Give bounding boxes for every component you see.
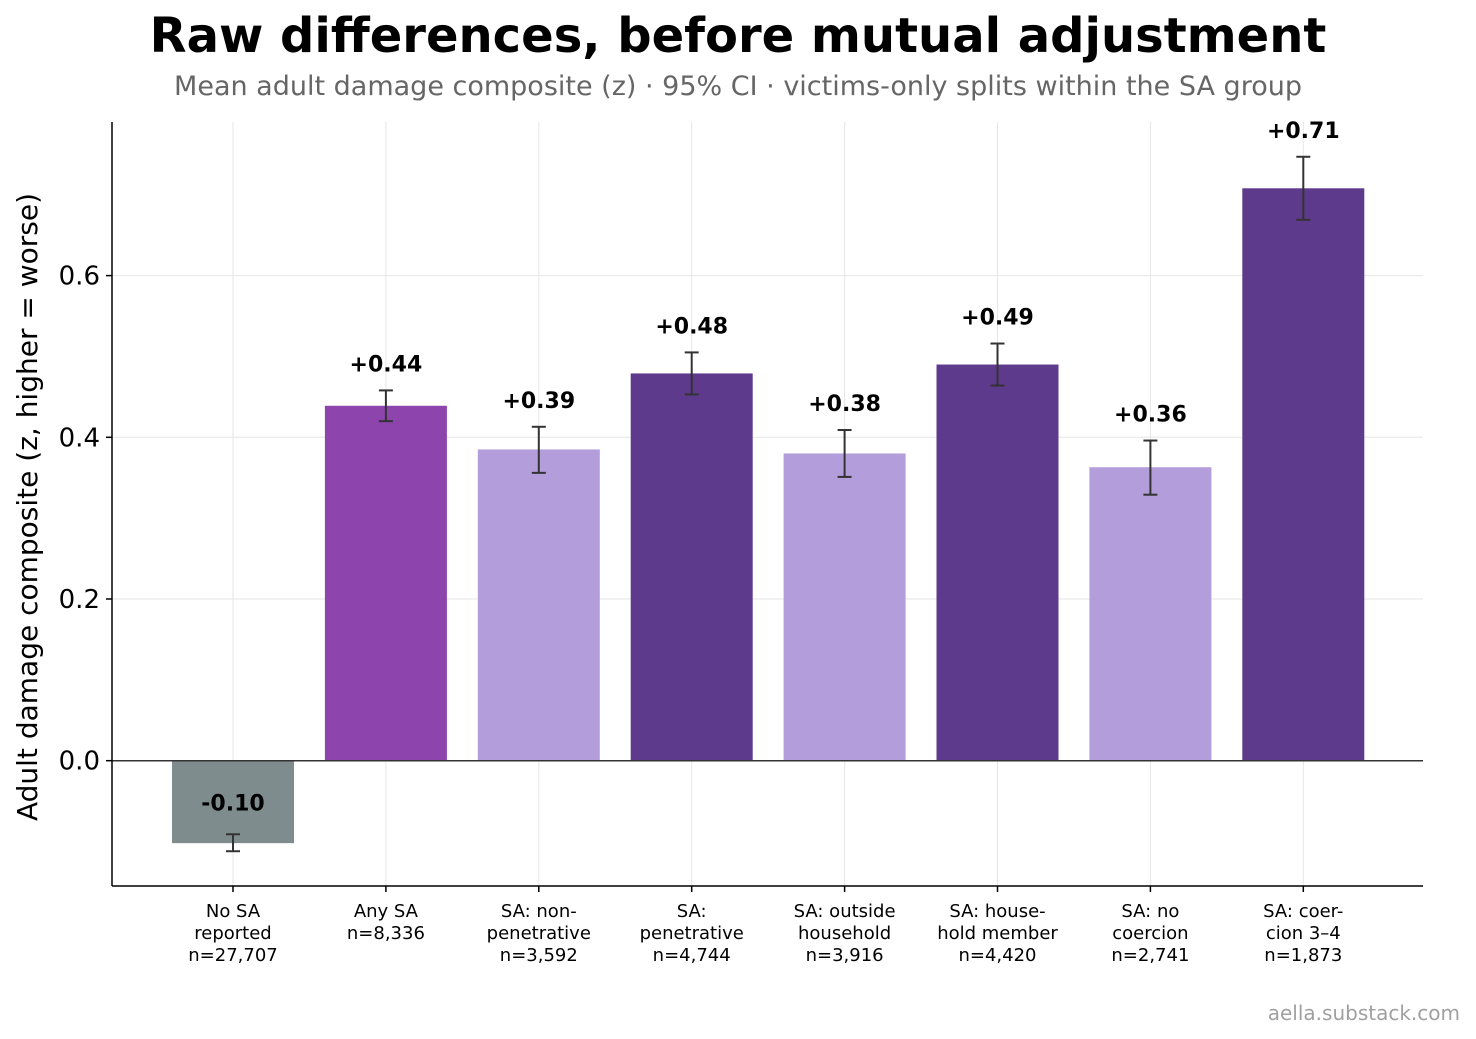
data-label: +0.71 (1267, 119, 1340, 144)
x-tick-label-line: SA: coer- (1263, 901, 1343, 922)
y-axis-label: Adult damage composite (z, higher = wors… (11, 193, 44, 821)
y-tick-label: 0.2 (59, 585, 100, 615)
y-tick-label: 0.0 (59, 747, 100, 777)
x-tick-label-line: n=4,744 (653, 945, 731, 966)
x-tick-label: SA: outside household n=3,916 (794, 901, 896, 966)
x-tick-label-line: n=4,420 (958, 945, 1036, 966)
x-tick-label: SA: non-penetrative n=3,592 (487, 901, 591, 966)
x-tick-label-line: penetrative (487, 923, 591, 944)
x-tick-label-line: No SA (206, 901, 261, 922)
x-tick-label-line: n=27,707 (188, 945, 277, 966)
x-tick-label-line: hold member (937, 923, 1058, 944)
x-tick-label-line: n=3,592 (500, 945, 578, 966)
x-tick-label-line: n=1,873 (1264, 945, 1342, 966)
x-tick-label: Any SA n=8,336 (347, 901, 425, 944)
x-tick-label: SA: no coercion n=2,741 (1111, 901, 1189, 966)
y-tick-label: 0.6 (59, 262, 100, 292)
x-tick-label-line: cion 3–4 (1266, 923, 1341, 944)
bar (172, 760, 294, 844)
x-tick-label: No SA reported n=27,707 (188, 901, 277, 966)
data-label: +0.38 (808, 392, 881, 417)
x-tick-label-line: SA: non- (501, 901, 577, 922)
x-tick-label-line: penetrative (640, 923, 744, 944)
x-tick-label-line: SA: house- (949, 901, 1045, 922)
x-tick-label-line: SA: no (1121, 901, 1179, 922)
bar (1242, 188, 1365, 761)
bar (324, 405, 447, 761)
data-label: +0.49 (961, 306, 1034, 331)
bar (783, 453, 906, 761)
x-tick-label-line: n=8,336 (347, 923, 425, 944)
chart-subtitle: Mean adult damage composite (z) · 95% CI… (174, 71, 1302, 102)
data-label: -0.10 (201, 792, 264, 817)
data-label: +0.36 (1114, 403, 1187, 428)
x-tick-label-line: n=2,741 (1111, 945, 1189, 966)
x-tick-label-line: SA: (677, 901, 707, 922)
data-label: +0.44 (350, 352, 423, 377)
x-tick-label-line: reported (194, 923, 271, 944)
bar (936, 364, 1059, 761)
x-tick-label: SA: coer-cion 3–4 n=1,873 (1263, 901, 1343, 966)
data-label: +0.48 (655, 314, 728, 339)
data-label: +0.39 (502, 389, 575, 414)
x-tick-label-line: household (798, 923, 891, 944)
x-tick-label: SA: penetrative n=4,744 (640, 901, 744, 966)
chart-title: Raw differences, before mutual adjustmen… (149, 8, 1327, 64)
x-tick-label-line: n=3,916 (806, 945, 884, 966)
watermark: aella.substack.com (1267, 1001, 1460, 1025)
bar (1089, 467, 1212, 761)
x-tick-label-line: coercion (1112, 923, 1188, 944)
bar (477, 449, 600, 761)
bar (630, 373, 753, 761)
x-tick-label-line: Any SA (354, 901, 419, 922)
x-tick-label-line: SA: outside (794, 901, 896, 922)
y-tick-label: 0.4 (59, 423, 100, 453)
x-tick-label: SA: house-hold member n=4,420 (937, 901, 1058, 966)
